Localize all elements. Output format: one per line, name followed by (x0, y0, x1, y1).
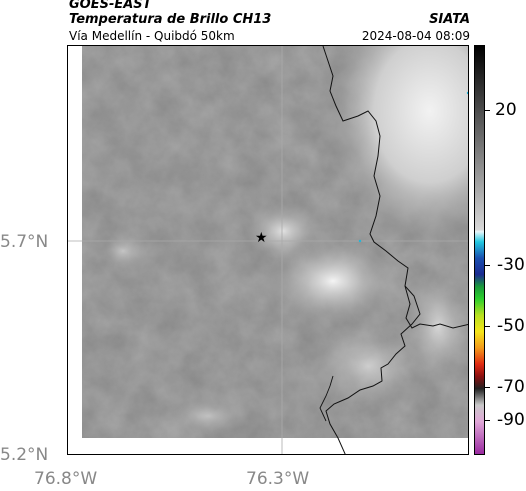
timestamp-label: 2024-08-04 08:09 (361, 29, 470, 43)
satellite-image (68, 46, 468, 454)
colorbar-tick-label: 20 (495, 100, 517, 120)
lat-tick-label: 5.2°N (0, 445, 49, 465)
department-border-line (319, 375, 334, 422)
department-border-line (322, 46, 421, 454)
lon-tick-label: 76.8°W (34, 469, 98, 489)
colorbar-tick-label: -50 (497, 316, 525, 336)
lon-tick-label: 76.3°W (246, 469, 310, 489)
product-title: Temperatura de Brillo CH13 (69, 12, 272, 27)
map-panel: ★ (67, 45, 469, 455)
colorbar (474, 45, 485, 455)
satellite-label: GOES-EAST (69, 0, 152, 12)
colorbar-tick-label: -30 (497, 255, 525, 275)
region-label: Vía Medellín - Quibdó 50km (69, 29, 235, 43)
colorbar-tick-label: -90 (497, 410, 525, 430)
colorbar-tick-label: -70 (497, 377, 525, 397)
city-star-icon: ★ (255, 230, 268, 246)
org-label: SIATA (429, 12, 470, 27)
lat-tick-label: 5.7°N (0, 232, 49, 252)
department-border-line (404, 285, 468, 329)
